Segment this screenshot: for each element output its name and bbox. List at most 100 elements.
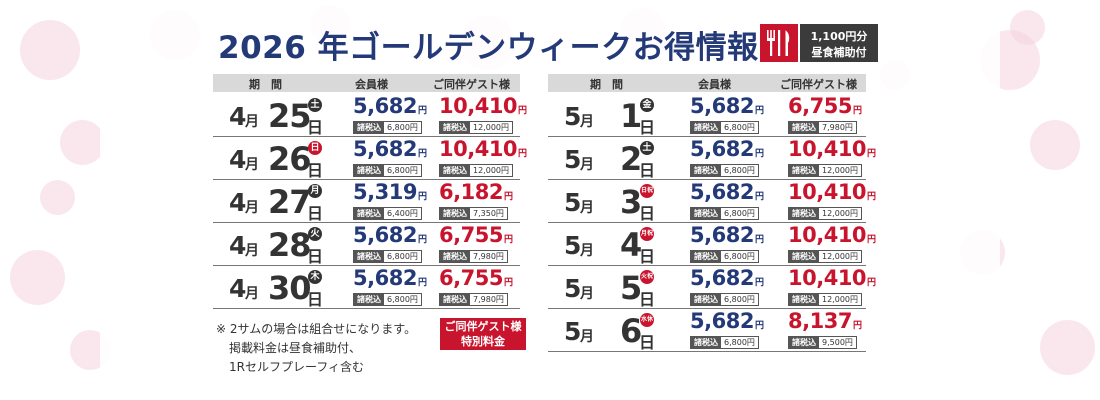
day-number: 6 — [620, 312, 642, 350]
member-tax-included: 諸税込 6,800円 — [690, 207, 759, 220]
table-row: 4 月 25 土日 5,682円 諸税込 6,800円 10,410円 諸税込 12,000円 — [213, 94, 527, 137]
footnote-line: 掲載料金は昼食補助付、 — [229, 341, 362, 355]
weekday-badge: 月 — [308, 184, 322, 198]
member-price: 5,682円 — [353, 137, 427, 161]
member-price-value: 5,682 — [690, 223, 754, 247]
guest-tax-value: 7,980円 — [822, 123, 853, 132]
table-row: 4 月 28 火日 5,682円 諸税込 6,800円 6,755円 諸税込 7,980円 — [213, 223, 520, 266]
member-price: 5,682円 — [353, 223, 427, 247]
yen-unit: 円 — [754, 149, 764, 159]
tax-label: 諸税込 — [691, 165, 721, 176]
table-row: 5 月 4 月祝日 5,682円 諸税込 6,800円 10,410円 諸税込 12,000円 — [548, 223, 876, 266]
weekday-badge: 土 — [640, 141, 654, 155]
tax-label: 諸税込 — [354, 294, 384, 305]
tax-label: 諸税込 — [789, 165, 819, 176]
header-period: 期 間 — [590, 78, 623, 91]
header-guest: ご同伴ゲスト様 — [433, 78, 510, 91]
yen-unit: 円 — [417, 278, 427, 288]
month-unit: 月 — [245, 114, 259, 130]
month-number: 4 — [229, 274, 247, 303]
yen-unit: 円 — [417, 149, 427, 159]
guest-price: 6,755円 — [439, 266, 513, 290]
weekday-badge: 日祝 — [640, 184, 654, 198]
month-unit: 月 — [580, 286, 594, 302]
tax-label: 諸税込 — [789, 208, 819, 219]
tax-label: 諸税込 — [440, 208, 470, 219]
footnote: ※ 2サムの場合は組合せになります。 掲載料金は昼食補助付、 1Rセルフプレーフ… — [216, 320, 416, 377]
page-title: 2026 年ゴールデンウィークお得情報 — [218, 30, 759, 66]
yen-unit: 円 — [754, 278, 764, 288]
yen-unit: 円 — [417, 235, 427, 245]
guest-tax-included: 諸税込 12,000円 — [788, 250, 862, 263]
member-tax-included: 諸税込 6,800円 — [690, 293, 759, 306]
guest-special-price-badge: ご同伴ゲスト様 特別料金 — [440, 318, 526, 350]
guest-tax-included: 諸税込 12,000円 — [439, 121, 513, 134]
month-number: 4 — [229, 188, 247, 217]
member-price: 5,319円 — [353, 180, 427, 204]
guest-tax-included: 諸税込 9,500円 — [788, 336, 857, 349]
guest-tax-value: 7,980円 — [473, 295, 504, 304]
month-number: 5 — [564, 102, 582, 131]
tax-label: 諸税込 — [789, 337, 819, 348]
member-price-value: 5,682 — [690, 180, 754, 204]
member-tax-value: 6,800円 — [387, 295, 418, 304]
table-row: 5 月 5 火祝日 5,682円 諸税込 6,800円 10,410円 諸税込 12,000円 — [548, 266, 876, 309]
guest-price-value: 10,410 — [788, 266, 867, 290]
month-number: 4 — [229, 231, 247, 260]
member-tax-included: 諸税込 6,800円 — [690, 336, 759, 349]
meal-icon-badge — [760, 24, 798, 62]
member-price-value: 5,682 — [690, 94, 754, 118]
member-tax-value: 6,800円 — [387, 123, 418, 132]
header-member: 会員様 — [355, 78, 388, 91]
special-line: 特別料金 — [461, 335, 505, 348]
yen-unit: 円 — [867, 235, 876, 245]
meal-label: 昼食補助付 — [811, 46, 867, 59]
right-table-header: 期 間 会員様 ご同伴ゲスト様 — [548, 74, 866, 92]
day-unit: 日 — [307, 204, 324, 223]
yen-unit: 円 — [852, 321, 862, 331]
tax-label: 諸税込 — [440, 251, 470, 262]
day-number: 5 — [620, 269, 642, 307]
day-number: 2 — [620, 140, 642, 178]
yen-unit: 円 — [518, 106, 527, 116]
guest-tax-included: 諸税込 7,980円 — [439, 293, 508, 306]
member-tax-included: 諸税込 6,800円 — [690, 250, 759, 263]
member-tax-value: 6,800円 — [724, 166, 755, 175]
month-number: 4 — [229, 102, 247, 131]
header-guest: ご同伴ゲスト様 — [780, 78, 857, 91]
guest-price: 10,410円 — [788, 266, 876, 290]
member-price: 5,682円 — [353, 94, 427, 118]
tax-label: 諸税込 — [789, 251, 819, 262]
member-tax-value: 6,400円 — [387, 209, 418, 218]
day-unit: 日 — [307, 290, 324, 309]
month-number: 5 — [564, 317, 582, 346]
member-tax-included: 諸税込 6,800円 — [690, 164, 759, 177]
tax-label: 諸税込 — [440, 294, 470, 305]
member-price-value: 5,682 — [353, 266, 417, 290]
weekday-badge: 日 — [308, 141, 322, 155]
yen-unit: 円 — [417, 192, 427, 202]
yen-unit: 円 — [754, 321, 764, 331]
blossom-decoration — [1040, 320, 1095, 375]
guest-tax-value: 9,500円 — [822, 338, 853, 347]
yen-unit: 円 — [417, 106, 427, 116]
meal-subsidy-badge: 1,100円分 昼食補助付 — [800, 24, 878, 62]
member-tax-value: 6,800円 — [724, 123, 755, 132]
table-row: 5 月 6 水休日 5,682円 諸税込 6,800円 8,137円 諸税込 9,500円 — [548, 309, 866, 352]
member-price-value: 5,682 — [353, 94, 417, 118]
yen-unit: 円 — [754, 106, 764, 116]
tax-label: 諸税込 — [440, 165, 470, 176]
member-price: 5,682円 — [690, 309, 764, 333]
day-unit: 日 — [639, 290, 656, 309]
month-unit: 月 — [245, 157, 259, 173]
day-number: 28 — [268, 226, 312, 264]
yen-unit: 円 — [852, 106, 862, 116]
guest-price: 6,182円 — [439, 180, 513, 204]
day-unit: 日 — [639, 118, 656, 137]
guest-price: 10,410円 — [439, 94, 527, 118]
member-price-value: 5,682 — [690, 266, 754, 290]
weekday-badge: 水休 — [640, 313, 654, 327]
weekday-badge: 木 — [308, 270, 322, 284]
guest-price-value: 6,755 — [439, 223, 503, 247]
table-row: 5 月 3 日祝日 5,682円 諸税込 6,800円 10,410円 諸税込 12,000円 — [548, 180, 876, 223]
